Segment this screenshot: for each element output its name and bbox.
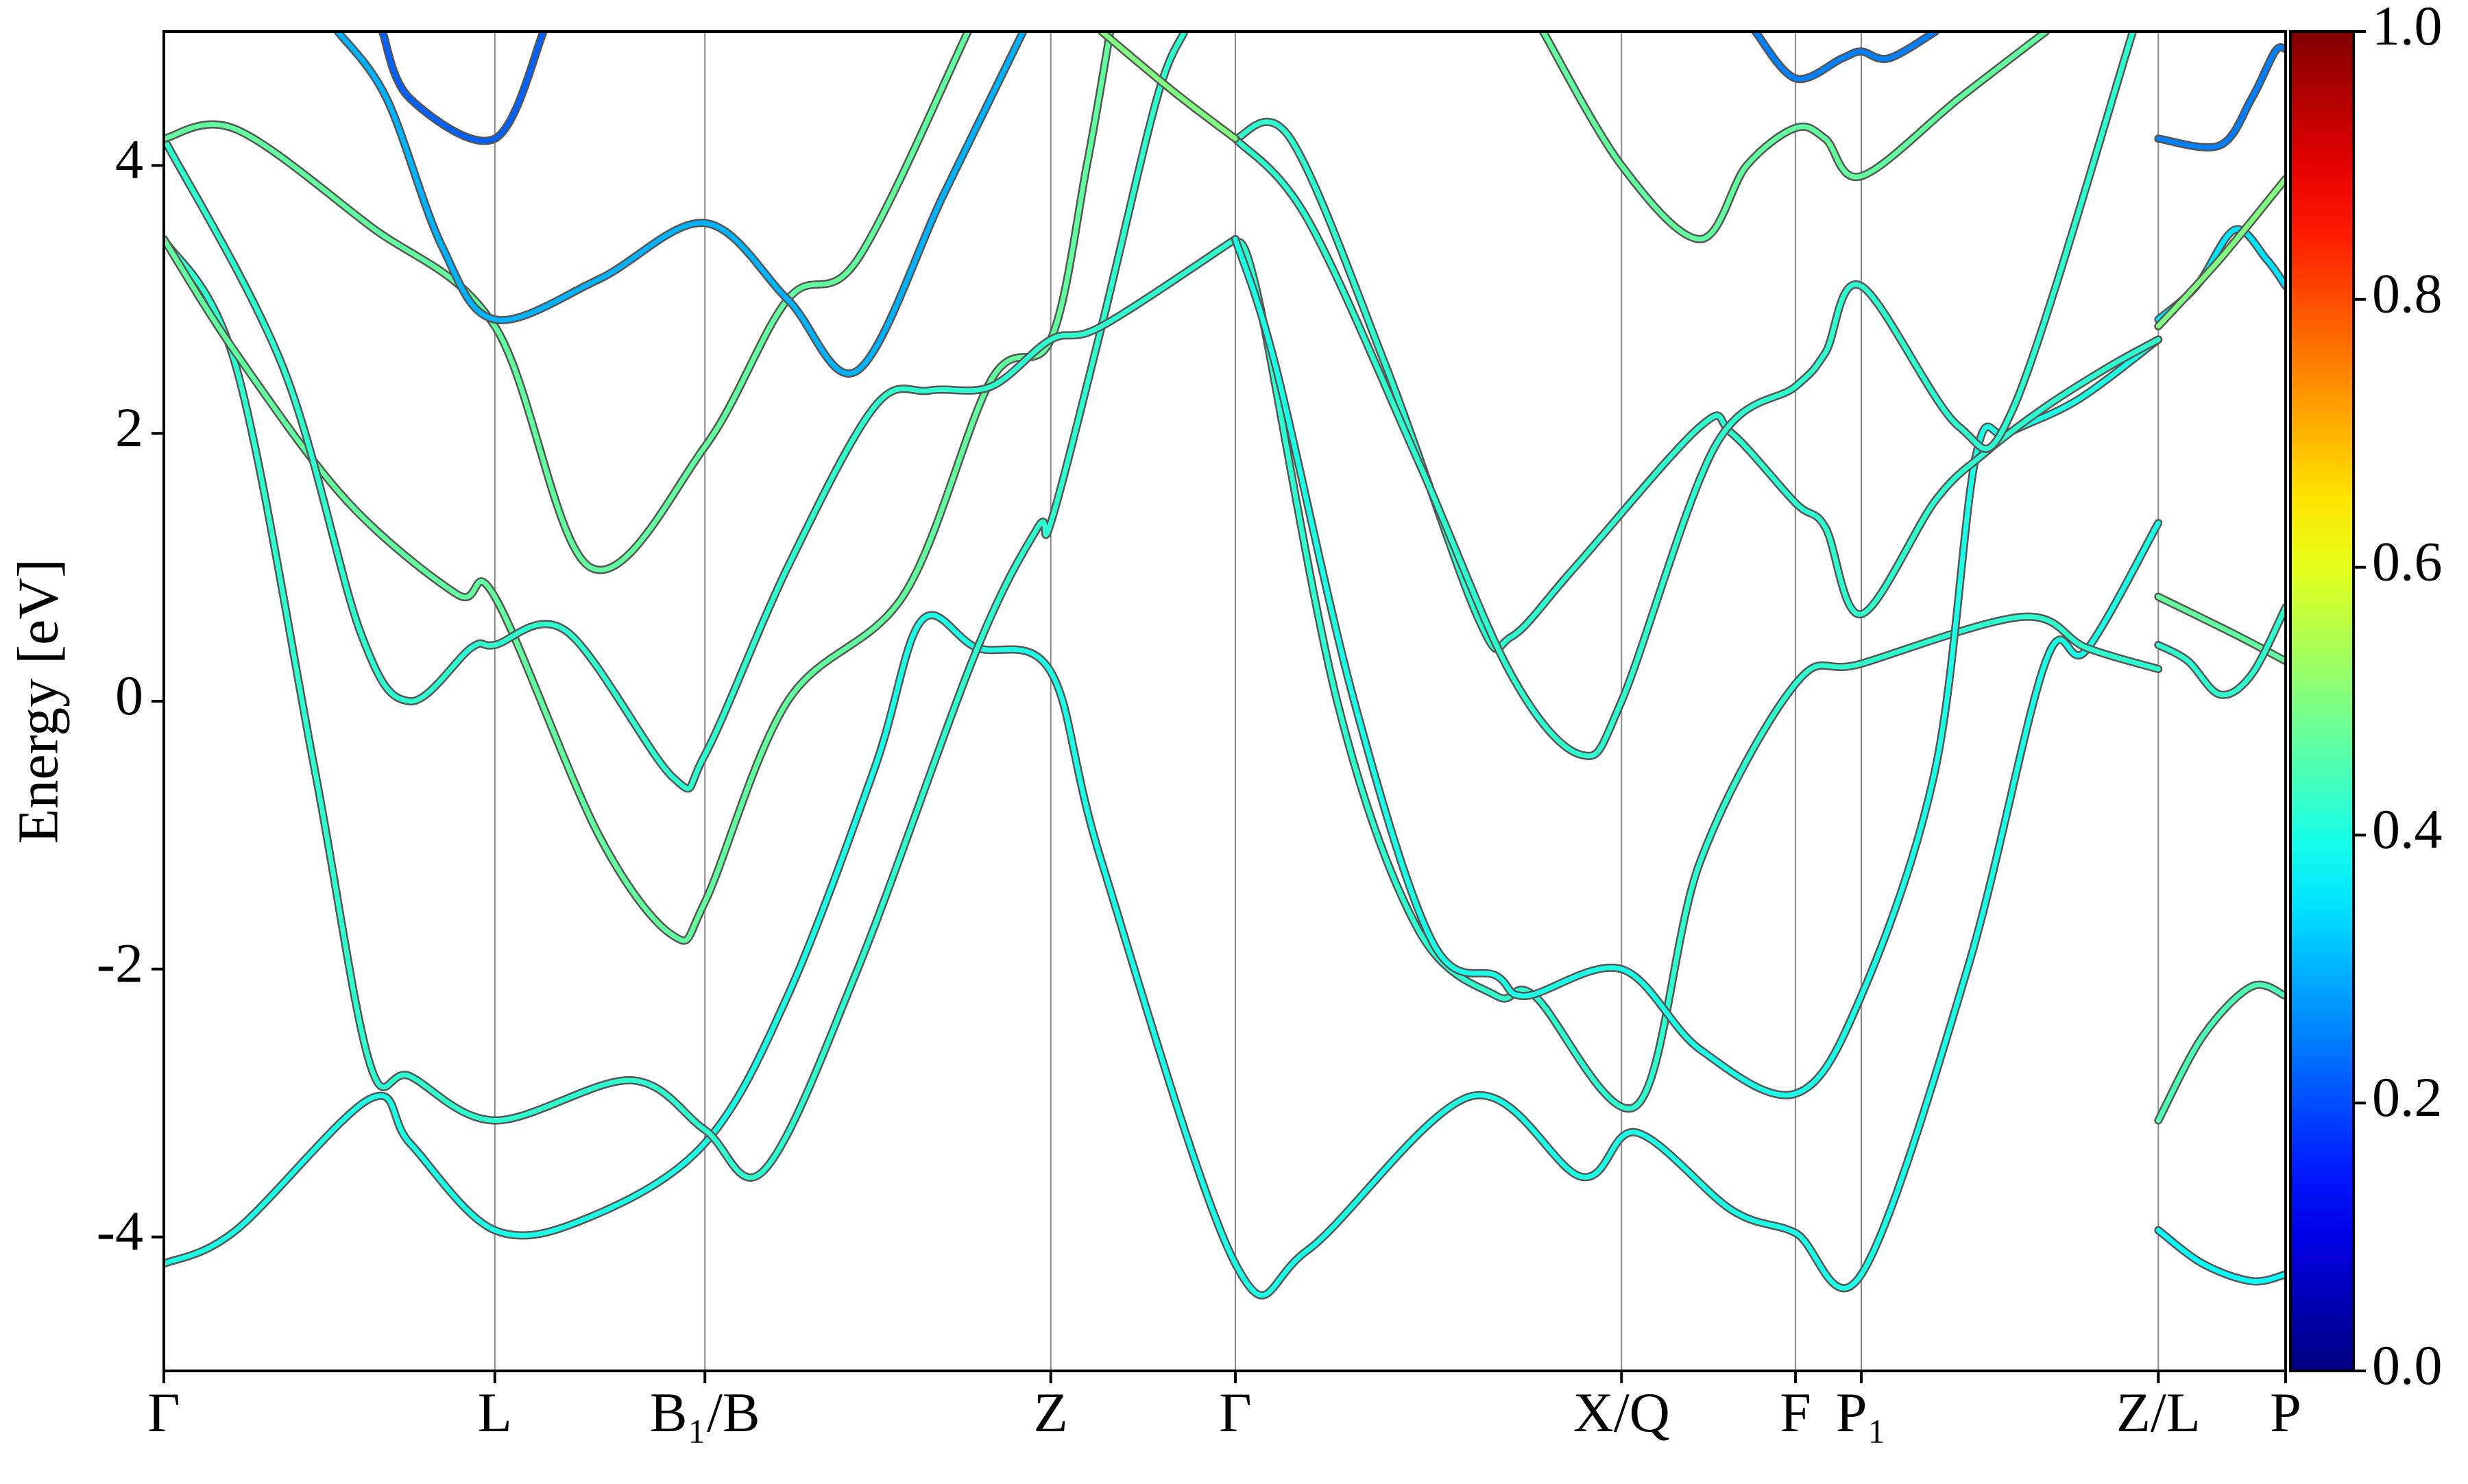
band-outline — [2154, 980, 2286, 1125]
colorbar-tick-label: 0.4 — [2372, 798, 2443, 860]
band-outline — [333, 32, 1028, 378]
band-outline — [2154, 42, 2286, 151]
band — [164, 32, 971, 572]
x-tick-label: Z — [1034, 1381, 1068, 1444]
x-tick-label: Γ — [147, 1381, 180, 1444]
x-tick-label: X/Q — [1573, 1381, 1670, 1444]
band-outline — [164, 32, 1189, 1182]
y-tick-label: 2 — [115, 396, 143, 459]
band-outline — [164, 519, 2163, 1300]
band — [2155, 982, 2286, 1123]
band — [164, 520, 2161, 1298]
band — [1540, 32, 2048, 242]
x-tick-label: B₁/B — [650, 1381, 760, 1444]
band — [2155, 605, 2286, 698]
y-tick-label: -2 — [97, 932, 143, 995]
band — [1233, 119, 2161, 652]
plot-frame — [162, 30, 2287, 1372]
band — [2155, 1228, 2286, 1284]
band-outline — [164, 32, 972, 574]
band — [164, 32, 1113, 943]
x-tick-label: P₁ — [1836, 1381, 1887, 1444]
bands — [164, 32, 2286, 1300]
x-tick-label: P — [2270, 1381, 2301, 1444]
band — [1233, 236, 2161, 1098]
x-tick-label: Z/L — [2116, 1381, 2201, 1444]
y-tick-label: -4 — [97, 1200, 143, 1262]
colorbar-tick-label: 0.6 — [2372, 530, 2443, 592]
y-axis-label: Energy [eV] — [6, 559, 70, 844]
band — [164, 32, 1187, 1180]
band — [1233, 236, 2161, 1111]
band — [1233, 32, 2136, 759]
colorbar-tick-label: 1.0 — [2372, 0, 2443, 57]
band — [1752, 32, 1938, 82]
band-outline — [1231, 32, 2138, 760]
colorbar-tick-label: 0.8 — [2372, 263, 2443, 325]
colorbar-tick-label: 0.2 — [2372, 1066, 2443, 1128]
x-tick-label: F — [1780, 1381, 1811, 1444]
band — [380, 32, 546, 144]
band — [164, 136, 1238, 791]
band-outline — [1538, 32, 2050, 243]
band-outline — [164, 32, 1115, 945]
band — [335, 32, 1026, 376]
y-tick-label: 0 — [115, 664, 143, 727]
colorbar — [2289, 30, 2355, 1372]
x-tick-label: L — [478, 1381, 512, 1444]
x-tick-label: Γ — [1219, 1381, 1251, 1444]
band — [1099, 32, 1238, 141]
colorbar-tick-label: 0.0 — [2372, 1334, 2443, 1396]
band — [2155, 176, 2286, 329]
band — [2155, 45, 2286, 150]
band — [2155, 594, 2286, 664]
grid — [163, 32, 2286, 1371]
band-outline — [378, 32, 548, 145]
y-tick-label: 4 — [115, 128, 143, 191]
